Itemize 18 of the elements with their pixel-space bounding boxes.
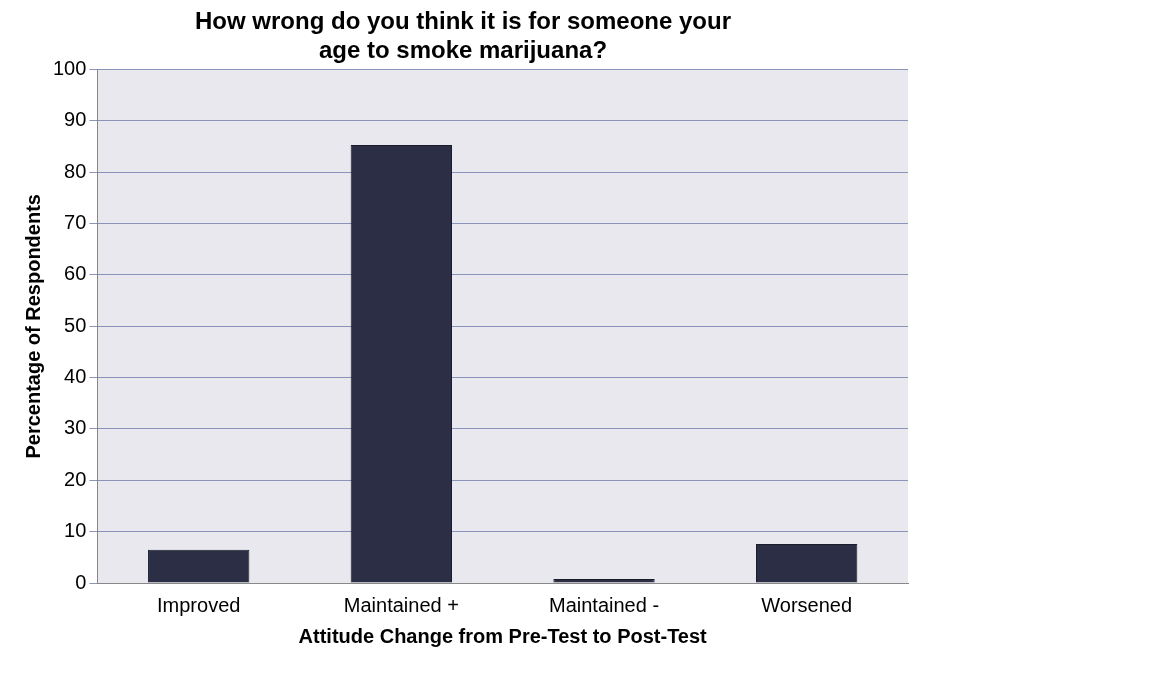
x-tick-label: Maintained + <box>343 593 459 616</box>
y-tick-label: 30 <box>64 416 87 439</box>
y-tick-label: 20 <box>64 467 87 490</box>
y-tick-label: 70 <box>64 211 87 234</box>
y-axis-title: Percentage of Respondents <box>21 194 44 459</box>
y-tick-label: 60 <box>64 262 87 285</box>
y-tick-label: 100 <box>52 57 87 80</box>
y-tick-label: 0 <box>75 570 87 593</box>
x-tick-label: Maintained - <box>548 593 660 616</box>
x-tick-label: Worsened <box>761 593 853 616</box>
y-tick-label: 40 <box>64 365 87 388</box>
x-tick-label: Improved <box>157 593 241 616</box>
y-tick-label: 80 <box>64 159 87 182</box>
y-tick-label: 90 <box>64 108 87 131</box>
y-tick-label: 50 <box>64 313 87 336</box>
chart-title: How wrong do you think it is for someone your age to smoke marijuana? <box>194 7 732 63</box>
x-axis-title: Attitude Change from Pre-Test to Post-Test <box>298 624 708 647</box>
y-tick-label: 10 <box>64 519 87 542</box>
